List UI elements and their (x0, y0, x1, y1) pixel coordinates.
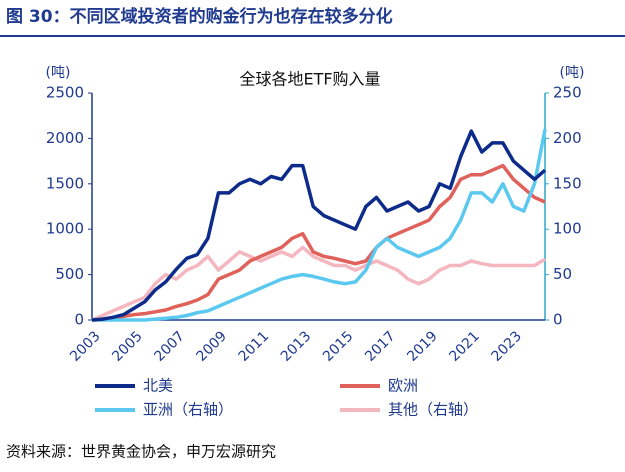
legend-label: 亚洲（右轴） (143, 401, 233, 419)
y2-tick-label: 50 (553, 265, 572, 283)
x-tick-label: 2019 (404, 328, 441, 365)
y-axis-label: (吨) (46, 65, 71, 81)
x-tick-label: 2009 (194, 328, 231, 365)
x-tick-label: 2015 (320, 328, 357, 365)
series-line (91, 129, 547, 322)
y-tick-label: 500 (55, 265, 84, 283)
legend-label: 其他（右轴） (388, 401, 478, 419)
x-tick-label: 2007 (151, 328, 188, 365)
y-tick-label: 2000 (46, 129, 84, 147)
x-tick-label: 2011 (236, 328, 273, 365)
x-tick-label: 2021 (446, 328, 483, 365)
source-note: 资料来源：世界黄金协会，申万宏源研究 (6, 443, 276, 461)
series-line (91, 245, 546, 322)
x-tick-label: 2017 (362, 328, 399, 365)
chart-title: 全球各地ETF购入量 (239, 70, 380, 89)
series-line (91, 163, 546, 322)
legend-label: 欧洲 (388, 377, 418, 395)
x-tick-label: 2003 (67, 328, 104, 365)
x-tick-label: 2023 (489, 328, 526, 365)
y-tick-label: 2500 (46, 84, 84, 102)
x-tick-label: 2005 (109, 328, 146, 365)
series-line (92, 128, 547, 322)
y2-tick-label: 200 (553, 129, 582, 147)
figure-caption: 图 30：不同区域投资者的购金行为也存在较多分化 (6, 6, 393, 27)
y-tick-label: 0 (74, 311, 84, 329)
x-tick-label: 2013 (278, 328, 315, 365)
y-tick-label: 1500 (46, 174, 84, 192)
legend-label: 北美 (143, 377, 173, 395)
y-tick-label: 1000 (46, 220, 84, 238)
y2-tick-label: 150 (553, 174, 582, 192)
y2-tick-label: 0 (553, 311, 563, 329)
y2-axis-label: (吨) (560, 65, 585, 81)
y2-tick-label: 250 (553, 84, 582, 102)
y2-tick-label: 100 (553, 220, 582, 238)
